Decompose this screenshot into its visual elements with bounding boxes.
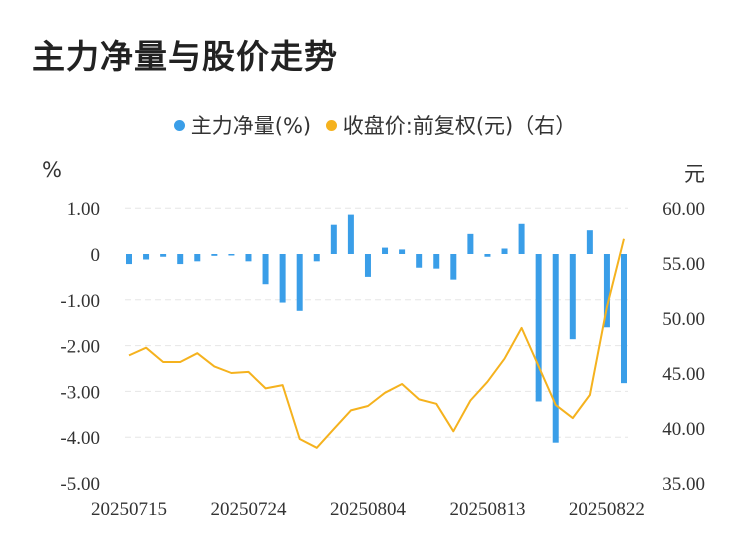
- x-axis-ticks: 20250715 20250724 20250804 20250813 20250822: [91, 499, 645, 520]
- legend-label-close-price: 收盘价:前复权(元)（右）: [342, 114, 577, 138]
- right-tick-label: 35.00: [662, 474, 705, 495]
- line-series: [128, 238, 625, 449]
- bar: [501, 248, 508, 254]
- bar: [330, 224, 337, 254]
- bar: [416, 254, 423, 268]
- left-tick-label: -5.00: [60, 474, 100, 495]
- bar: [433, 254, 440, 269]
- legend-item-net-volume[interactable]: 主力净量(%): [173, 110, 312, 140]
- bar: [467, 233, 474, 254]
- bar: [177, 254, 184, 265]
- bar: [484, 254, 491, 257]
- legend: 主力净量(%) 收盘价:前复权(元)（右）: [0, 110, 750, 140]
- bar: [347, 214, 354, 254]
- left-axis-unit: %: [42, 158, 62, 182]
- x-tick-label: 20250724: [210, 499, 287, 520]
- bar: [313, 254, 320, 262]
- left-tick-label: -3.00: [60, 382, 100, 403]
- legend-dot-orange-icon: [325, 119, 337, 131]
- bar: [364, 254, 371, 277]
- x-tick-label: 20250804: [330, 499, 407, 520]
- right-tick-label: 55.00: [662, 254, 705, 275]
- bar: [450, 254, 457, 280]
- left-tick-label: -1.00: [60, 291, 100, 312]
- bar: [211, 254, 218, 256]
- left-tick-label: -4.00: [60, 428, 100, 449]
- bar: [518, 223, 525, 254]
- x-tick-label: 20250813: [449, 499, 525, 520]
- right-tick-label: 60.00: [662, 199, 705, 220]
- bar: [245, 254, 252, 262]
- bar: [535, 254, 542, 402]
- right-tick-label: 50.00: [662, 309, 705, 330]
- bar: [279, 254, 286, 303]
- right-tick-label: 45.00: [662, 364, 705, 385]
- bar: [296, 254, 303, 311]
- bar: [160, 254, 167, 257]
- right-tick-label: 40.00: [662, 419, 705, 440]
- bar: [621, 254, 627, 384]
- x-tick-label: 20250822: [569, 499, 645, 520]
- bar: [228, 254, 235, 256]
- bar: [126, 254, 132, 265]
- bar: [194, 254, 201, 262]
- left-tick-label: 1.00: [67, 199, 100, 220]
- chart-title: 主力净量与股价走势: [32, 37, 338, 76]
- bar: [262, 254, 269, 285]
- legend-item-close-price[interactable]: 收盘价:前复权(元)（右）: [325, 110, 577, 140]
- bar: [586, 230, 593, 254]
- grid-lines: [125, 207, 628, 438]
- right-axis-ticks: 60.00 55.00 50.00 45.00 40.00 35.00: [662, 199, 705, 495]
- close-price-line: [128, 238, 625, 449]
- right-axis-unit: 元: [684, 162, 705, 186]
- left-axis-ticks: 1.00 0 -1.00 -2.00 -3.00 -4.00 -5.00: [60, 199, 100, 495]
- left-tick-label: 0: [91, 245, 101, 266]
- bar: [603, 254, 610, 328]
- bar: [569, 254, 576, 340]
- left-tick-label: -2.00: [60, 337, 100, 358]
- bar: [552, 254, 559, 443]
- bar-series: [126, 214, 627, 443]
- bar: [382, 247, 389, 254]
- legend-label-net-volume: 主力净量(%): [190, 114, 312, 138]
- x-tick-label: 20250715: [91, 499, 167, 520]
- bar: [399, 249, 406, 254]
- legend-dot-blue-icon: [173, 119, 185, 131]
- bar: [143, 254, 150, 260]
